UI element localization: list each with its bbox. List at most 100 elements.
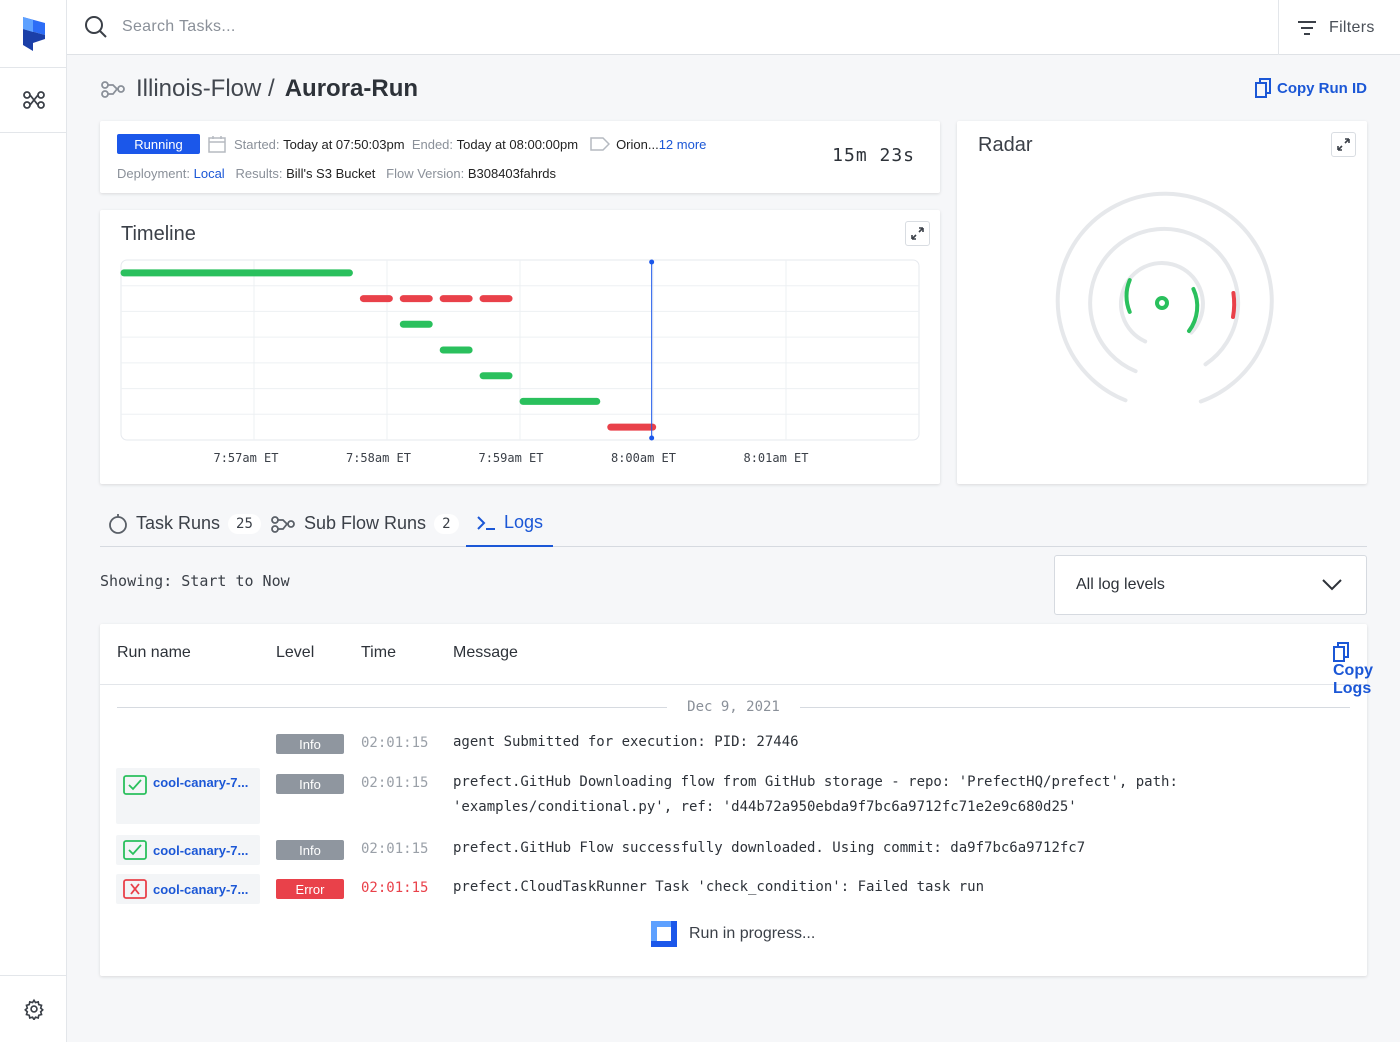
top-bar: Filters (67, 0, 1400, 55)
tab-task-runs-label: Task Runs (136, 513, 221, 533)
prefect-logo[interactable] (0, 0, 67, 68)
tab-logs[interactable]: Logs (466, 500, 554, 547)
calendar-icon (208, 136, 226, 153)
tab-task-runs[interactable]: Task Runs 25 (108, 500, 261, 547)
tag-icon (590, 137, 611, 151)
log-message: prefect.GitHub Downloading flow from Git… (453, 774, 1178, 815)
radar-expand-button[interactable] (1331, 132, 1356, 157)
flow-icon (101, 81, 125, 98)
run-name-label: cool-canary-7... (153, 881, 249, 897)
settings-gear-icon[interactable] (0, 975, 67, 1042)
logs-header: Run name Level Time Message Copy Logs (100, 624, 1373, 697)
expand-icon (911, 227, 924, 240)
level-badge: Info (276, 840, 344, 860)
copy-icon (1333, 642, 1349, 662)
copy-run-id-button[interactable]: Copy Run ID (1255, 78, 1367, 98)
run-meta: Deployment: Local Results: Bill's S3 Buc… (117, 164, 556, 182)
run-name-link[interactable]: cool-canary-7... (116, 768, 260, 824)
level-badge: Error (276, 879, 344, 899)
copy-run-id-label: Copy Run ID (1277, 79, 1367, 97)
results-value: Bill's S3 Bucket (286, 165, 376, 181)
ended-value: Today at 08:00:00pm (456, 136, 579, 152)
timeline-chart: 7:57am ET 7:58am ET 7:59am ET 8:00am ET 8:01… (120, 259, 920, 465)
flow-version-label: Flow Version: (386, 165, 465, 181)
run-tabs: Task Runs 25 Sub Flow Runs 2 Logs (100, 500, 1367, 547)
filters-button[interactable]: Filters (1278, 0, 1400, 55)
more-tags-link[interactable]: 12 more (658, 136, 707, 152)
tab-sub-flow-runs-label: Sub Flow Runs (304, 513, 427, 533)
flow-name[interactable]: Illinois-Flow / (136, 75, 275, 102)
timeline-tick-label: 7:58am ET (346, 451, 411, 465)
level-badge: Info (276, 774, 344, 794)
copy-icon (1255, 78, 1271, 98)
tab-sub-flow-runs[interactable]: Sub Flow Runs 2 (270, 500, 459, 547)
tab-sub-flow-runs-count: 2 (434, 513, 459, 534)
started-value: Today at 07:50:03pm (283, 136, 405, 152)
search-input[interactable] (122, 13, 822, 41)
filters-label: Filters (1329, 18, 1375, 36)
radar-ring-inner (1118, 260, 1205, 344)
flow-icon (271, 515, 295, 533)
run-info-card: Running Started: Today at 07:50:03pm End… (100, 121, 940, 193)
run-times: Started: Today at 07:50:03pm Ended: Toda… (208, 134, 706, 154)
timeline-tick-label: 8:00am ET (611, 451, 676, 465)
run-name: Aurora-Run (284, 75, 419, 102)
radar-arc-green-right (1187, 287, 1200, 333)
logs-card: Run name Level Time Message Copy Logs De… (100, 624, 1373, 976)
started-label: Started: (234, 136, 280, 152)
log-message: prefect.GitHub Flow successfully downloa… (453, 840, 1086, 856)
level-badge: Info (276, 734, 344, 754)
progress-label: Run in progress... (689, 925, 816, 942)
filter-icon (1298, 20, 1316, 35)
progress-spinner-icon (651, 921, 677, 947)
task-run-icon (109, 513, 127, 534)
run-duration: 15m 23s (832, 145, 915, 166)
run-name-link[interactable]: cool-canary-7... (116, 874, 260, 904)
timeline-tick-label: 8:01am ET (743, 451, 808, 465)
col-run-name: Run name (117, 644, 191, 661)
log-level-value: All log levels (1076, 576, 1165, 593)
radar-ring-middle (1088, 227, 1241, 374)
deployment-label: Deployment: (117, 165, 190, 181)
radar-ring-outer (1055, 191, 1274, 404)
log-time: 02:01:15 (361, 880, 429, 896)
tag-value: Orion... (616, 136, 659, 152)
tab-logs-label: Logs (504, 512, 544, 532)
log-message: prefect.CloudTaskRunner Task 'check_cond… (453, 879, 985, 895)
ended-label: Ended: (411, 136, 454, 152)
failed-x-icon (123, 879, 147, 899)
log-time: 02:01:15 (361, 735, 429, 751)
flows-nav-icon[interactable] (0, 68, 67, 133)
radar-arc-green-left (1124, 278, 1132, 314)
copy-logs-button[interactable]: Copy Logs (1333, 642, 1373, 697)
run-progress: Run in progress... (651, 921, 815, 947)
date-divider: Dec 9, 2021 (117, 699, 1350, 715)
copy-logs-label: Copy Logs (1333, 662, 1373, 697)
log-time: 02:01:15 (361, 775, 429, 791)
date-divider-label: Dec 9, 2021 (687, 699, 780, 715)
log-time: 02:01:15 (361, 841, 429, 857)
completed-check-icon (123, 775, 147, 795)
sidebar (0, 0, 67, 1042)
run-name-link[interactable]: cool-canary-7... (116, 835, 260, 865)
state-badge: Running (117, 134, 200, 154)
deployment-link[interactable]: Local (193, 165, 225, 181)
run-name-label: cool-canary-7... (153, 775, 249, 790)
radar-card: Radar (957, 121, 1367, 484)
results-label: Results: (235, 165, 283, 181)
timeline-tick-label: 7:59am ET (478, 451, 543, 465)
chevron-down-icon (1322, 579, 1342, 591)
radar-center-node (1155, 296, 1169, 310)
timeline-card: Timeline 7:57am ET 7:58am ET 7:59am ET 8:00… (100, 210, 940, 484)
radar-chart (1055, 191, 1274, 404)
col-message: Message (453, 644, 518, 661)
log-level-select[interactable]: All log levels (1054, 555, 1367, 615)
run-name-label: cool-canary-7... (153, 842, 249, 858)
log-message: agent Submitted for execution: PID: 2744… (453, 734, 799, 750)
col-time: Time (361, 644, 396, 661)
timeline-expand-button[interactable] (905, 221, 930, 246)
timeline-title: Timeline (121, 223, 196, 245)
completed-check-icon (123, 840, 147, 860)
radar-arc-red (1231, 291, 1237, 319)
page-title: Illinois-Flow / Aurora-Run (100, 74, 418, 104)
